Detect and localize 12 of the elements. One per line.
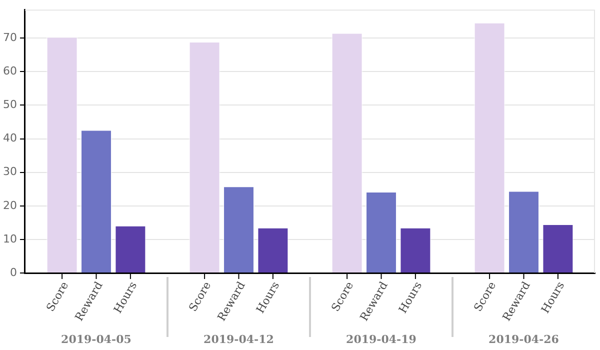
x-tick-label: 2019-04-05 (61, 332, 132, 346)
y-tick-label: 40 (2, 132, 17, 145)
x-tick-label: 2019-04-12 (204, 332, 274, 346)
y-tick-label: 20 (2, 198, 17, 212)
x-tick-label: 2019-04-19 (346, 332, 416, 346)
y-tick-label: 30 (2, 165, 17, 178)
y-tick-label: 10 (2, 232, 17, 246)
y-tick-label: 60 (2, 64, 17, 78)
x-tick-label: 2019-04-26 (488, 332, 560, 346)
y-tick-label: 50 (2, 98, 17, 112)
y-tick-label: 70 (2, 30, 17, 44)
y-tick-label: 0 (10, 266, 17, 279)
